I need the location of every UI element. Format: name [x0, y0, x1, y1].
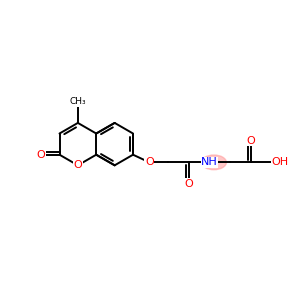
Ellipse shape: [201, 155, 226, 170]
Text: O: O: [184, 179, 193, 189]
Text: NH: NH: [201, 158, 218, 167]
Text: NH: NH: [201, 158, 218, 167]
Text: O: O: [145, 158, 154, 167]
Text: O: O: [37, 150, 46, 160]
Text: CH₃: CH₃: [70, 97, 86, 106]
Text: O: O: [74, 160, 82, 170]
Text: OH: OH: [271, 158, 288, 167]
Text: O: O: [246, 136, 255, 146]
